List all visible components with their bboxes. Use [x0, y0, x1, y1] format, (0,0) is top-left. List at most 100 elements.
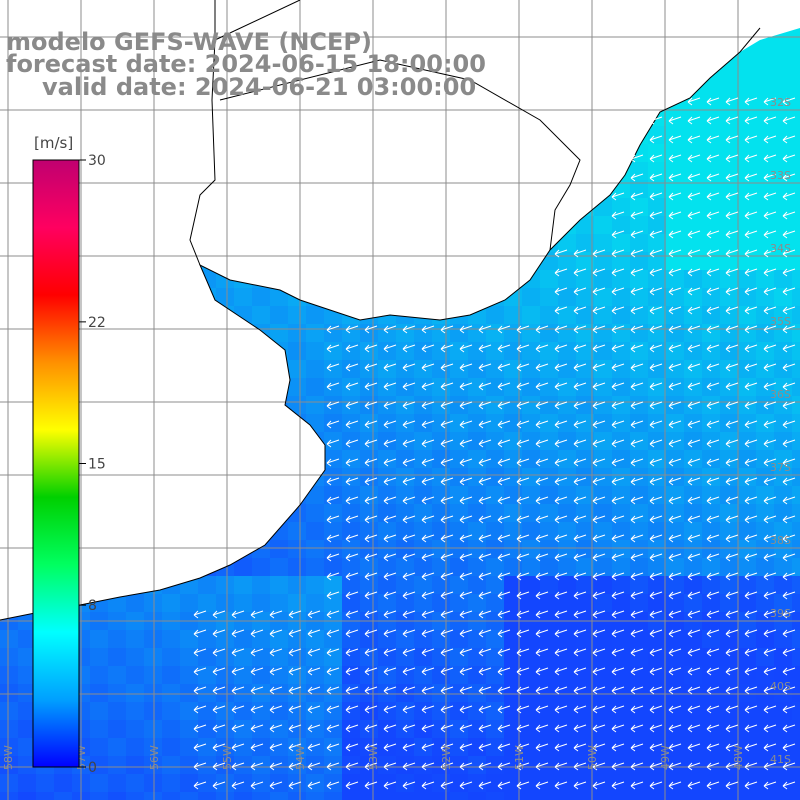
wind-arrow	[611, 591, 625, 600]
wind-arrow	[706, 97, 720, 106]
field-cell	[630, 396, 648, 414]
wind-arrow	[326, 477, 340, 486]
field-cell	[126, 756, 144, 774]
field-cell	[558, 702, 576, 720]
wind-arrow	[212, 705, 226, 714]
field-cell	[234, 666, 252, 684]
wind-arrow	[497, 591, 511, 600]
wind-arrow	[478, 420, 492, 429]
field-cell	[288, 360, 306, 378]
wind-arrow	[668, 306, 682, 315]
wind-arrow	[478, 762, 492, 771]
field-cell	[720, 450, 738, 468]
field-cell	[792, 792, 800, 800]
wind-arrow	[554, 648, 568, 657]
field-cell	[684, 144, 702, 162]
field-cell	[468, 702, 486, 720]
field-cell	[720, 522, 738, 540]
field-cell	[756, 414, 774, 432]
wind-arrow	[250, 629, 264, 638]
field-cell	[450, 432, 468, 450]
wind-arrow	[592, 515, 606, 524]
wind-arrow	[535, 591, 549, 600]
field-cell	[360, 792, 378, 800]
wind-arrow	[478, 743, 492, 752]
wind-arrow	[326, 344, 340, 353]
wind-arrow	[763, 496, 777, 505]
wind-arrow	[630, 591, 644, 600]
wind-arrow	[573, 534, 587, 543]
wind-arrow	[231, 762, 245, 771]
field-cell	[360, 684, 378, 702]
field-cell	[360, 540, 378, 558]
field-cell	[648, 666, 666, 684]
wind-arrow	[535, 686, 549, 695]
wind-arrow	[630, 306, 644, 315]
wind-arrow	[687, 249, 701, 258]
field-cell	[522, 576, 540, 594]
lon-label: 49W	[659, 745, 672, 770]
wind-arrow	[725, 648, 739, 657]
wind-arrow	[478, 477, 492, 486]
field-cell	[180, 630, 198, 648]
wind-arrow	[459, 572, 473, 581]
wind-arrow	[649, 211, 663, 220]
wind-arrow	[554, 420, 568, 429]
field-cell	[720, 126, 738, 144]
wind-arrow	[535, 781, 549, 790]
field-cell	[702, 522, 720, 540]
field-cell	[540, 486, 558, 504]
field-cell	[612, 504, 630, 522]
wind-arrow	[345, 705, 359, 714]
field-cell	[612, 540, 630, 558]
wind-arrow	[592, 344, 606, 353]
wind-arrow	[763, 230, 777, 239]
field-cell	[504, 504, 522, 522]
wind-arrow	[630, 724, 644, 733]
field-cell	[666, 630, 684, 648]
wind-arrow	[478, 610, 492, 619]
field-cell	[576, 720, 594, 738]
wind-arrow	[212, 781, 226, 790]
wind-arrow	[497, 686, 511, 695]
field-cell	[252, 576, 270, 594]
wind-arrow	[250, 724, 264, 733]
wind-arrow	[782, 705, 796, 714]
wind-arrow	[345, 781, 359, 790]
wind-arrow	[269, 610, 283, 619]
lat-label: 33S	[770, 169, 791, 182]
wind-arrow	[725, 135, 739, 144]
field-cell	[396, 720, 414, 738]
wind-arrow	[763, 572, 777, 581]
wind-arrow	[326, 610, 340, 619]
field-cell	[594, 450, 612, 468]
field-cell	[234, 702, 252, 720]
field-cell	[666, 666, 684, 684]
field-cell	[162, 630, 180, 648]
wind-arrow	[307, 743, 321, 752]
wind-arrow	[364, 496, 378, 505]
wind-arrow	[744, 439, 758, 448]
field-cell	[558, 792, 576, 800]
field-cell	[702, 162, 720, 180]
field-cell	[684, 432, 702, 450]
wind-arrow	[497, 420, 511, 429]
field-cell	[792, 270, 800, 288]
wind-arrow	[440, 762, 454, 771]
wind-arrow	[649, 306, 663, 315]
wind-arrow	[630, 382, 644, 391]
wind-arrow	[649, 762, 663, 771]
field-cell	[738, 144, 756, 162]
field-cell	[702, 90, 720, 108]
field-cell	[738, 90, 756, 108]
field-cell	[612, 648, 630, 666]
field-cell	[468, 558, 486, 576]
field-cell	[180, 648, 198, 666]
wind-arrow	[193, 705, 207, 714]
wind-arrow	[706, 762, 720, 771]
field-cell	[774, 594, 792, 612]
field-cell	[756, 54, 774, 72]
wind-arrow	[345, 458, 359, 467]
wind-arrow	[687, 610, 701, 619]
field-cell	[234, 720, 252, 738]
